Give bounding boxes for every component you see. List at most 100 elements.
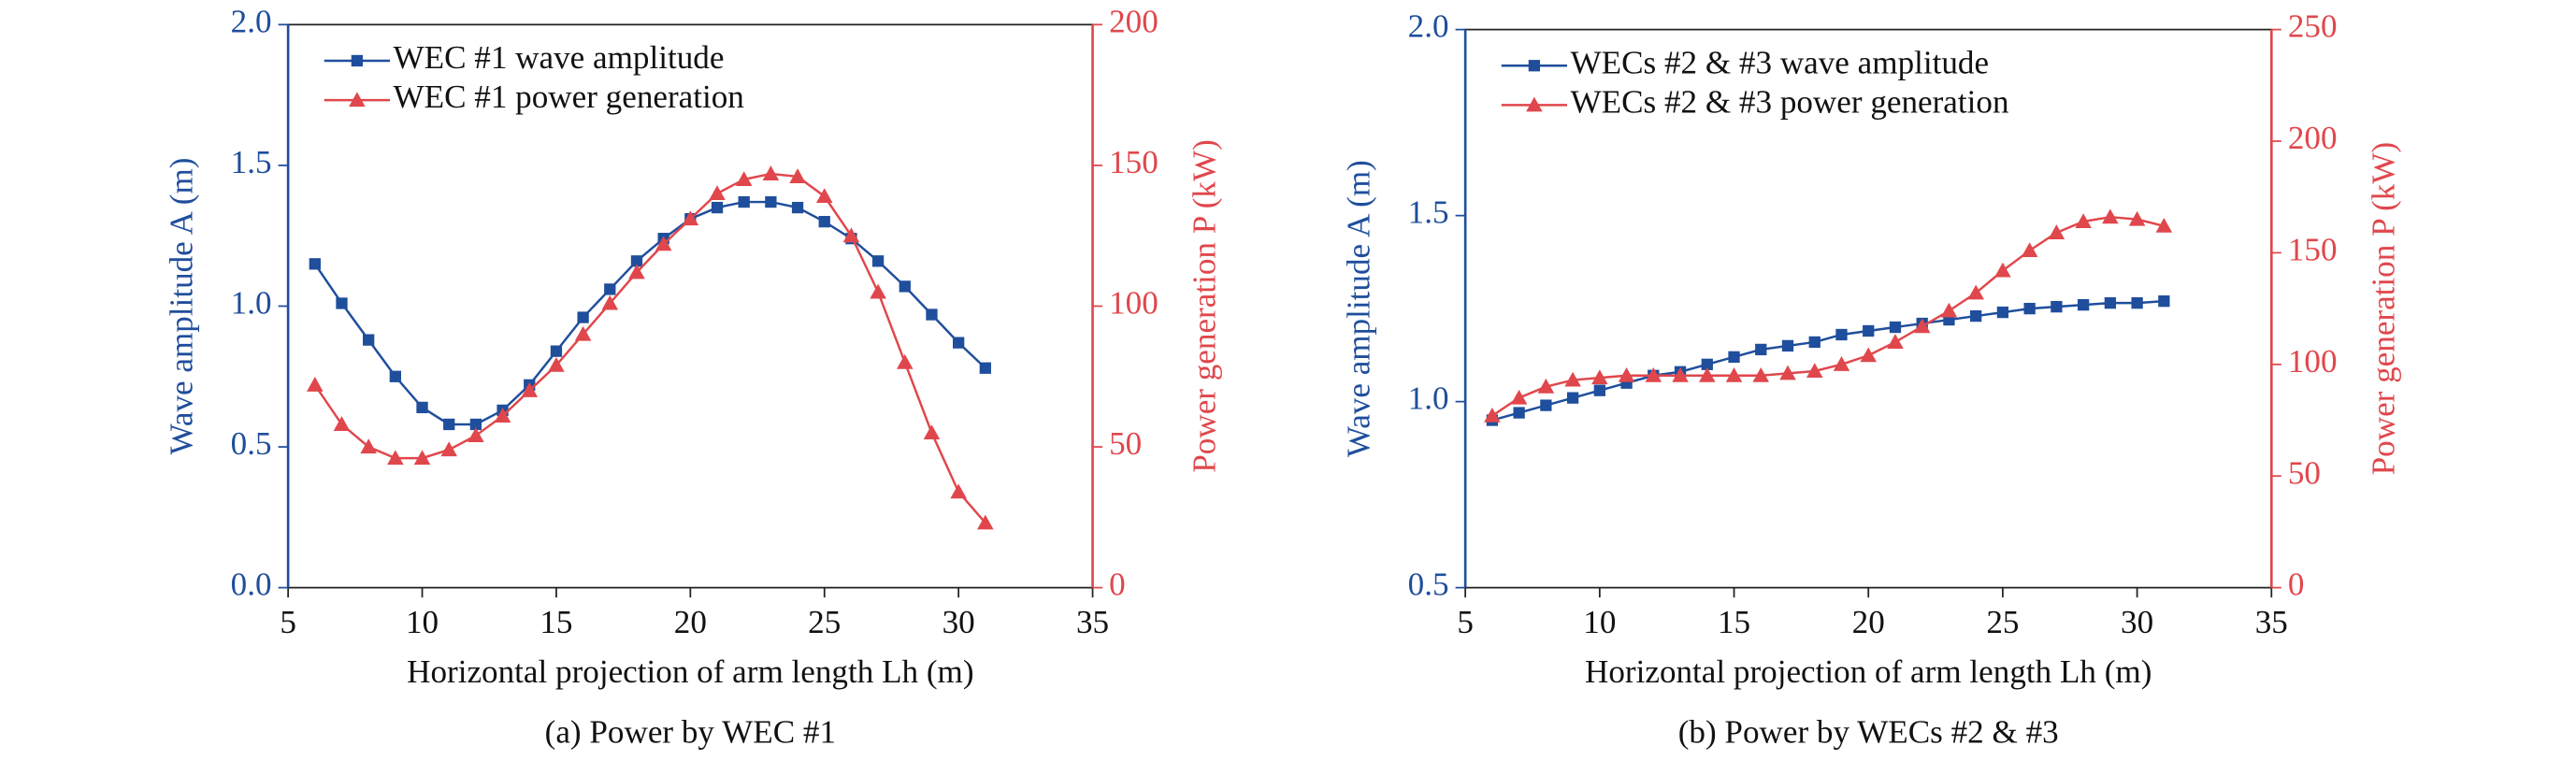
- y2-tick-label: 0: [1109, 566, 1126, 603]
- series-line: [1491, 299, 2165, 422]
- point: [1996, 306, 2009, 319]
- point: [416, 401, 428, 414]
- point: [789, 168, 806, 183]
- point: [1484, 407, 1501, 423]
- point: [1537, 378, 1555, 394]
- point: [630, 255, 643, 267]
- point: [1889, 321, 1902, 334]
- point: [842, 227, 860, 243]
- y2-tick-label: 100: [1109, 285, 1158, 322]
- point: [1564, 371, 1581, 387]
- point: [2051, 300, 2063, 313]
- point: [413, 450, 431, 466]
- point: [1752, 366, 1770, 382]
- point: [711, 201, 724, 214]
- point: [2102, 208, 2119, 224]
- point: [765, 195, 777, 208]
- point: [577, 311, 589, 323]
- point: [521, 382, 539, 397]
- x-tick-label: 35: [2255, 604, 2288, 640]
- point: [1540, 399, 1552, 411]
- point: [815, 188, 833, 204]
- point: [1887, 334, 1904, 349]
- y-tick-label: 1.0: [1408, 380, 1449, 417]
- series-line: [313, 172, 986, 524]
- point: [628, 264, 645, 280]
- point: [494, 408, 511, 423]
- point: [440, 441, 457, 457]
- point: [1781, 339, 1794, 352]
- point: [979, 362, 991, 374]
- x-tick-label: 10: [406, 604, 439, 640]
- point: [443, 418, 455, 431]
- point: [1672, 366, 1689, 382]
- point: [899, 280, 911, 293]
- point: [1728, 351, 1740, 364]
- x-tick-label: 5: [280, 604, 296, 640]
- point: [2155, 217, 2173, 233]
- x-tick-label: 30: [2121, 604, 2153, 640]
- series-line: [313, 200, 986, 426]
- point: [1967, 284, 1984, 300]
- point: [1779, 365, 1796, 380]
- point: [1566, 392, 1579, 404]
- point: [1591, 369, 1608, 385]
- y-tick-label: 1.0: [231, 285, 272, 322]
- point: [468, 427, 484, 443]
- caption: (a) Power by WEC #1: [545, 714, 836, 751]
- point: [2131, 297, 2143, 309]
- point: [926, 308, 938, 321]
- y-axis-label: Wave amplitude A (m): [1341, 160, 1377, 457]
- legend-label: WECs #2 & #3 power generation: [1571, 83, 2009, 120]
- point: [1806, 363, 1823, 379]
- point: [548, 356, 565, 372]
- point: [2104, 297, 2117, 309]
- legend-marker: [351, 54, 364, 67]
- point: [1510, 389, 1528, 405]
- point: [762, 165, 780, 180]
- y2-tick-label: 150: [2288, 231, 2338, 267]
- legend-marker: [1526, 96, 1543, 112]
- legend-marker: [1528, 60, 1541, 72]
- y2-tick-label: 50: [2288, 454, 2321, 491]
- point: [1593, 384, 1605, 396]
- point: [735, 171, 753, 186]
- point: [1725, 366, 1743, 382]
- point: [1701, 358, 1713, 370]
- x-tick-label: 15: [1718, 604, 1750, 640]
- point: [2075, 213, 2092, 229]
- point: [1863, 324, 1875, 337]
- legend-label: WECs #2 & #3 wave amplitude: [1571, 44, 1990, 80]
- point: [574, 325, 592, 341]
- point: [1835, 328, 1848, 341]
- x-tick-label: 25: [1986, 604, 2019, 640]
- point: [738, 195, 750, 208]
- point: [655, 236, 672, 251]
- x-tick-label: 20: [674, 604, 707, 640]
- point: [2128, 210, 2146, 226]
- point: [923, 424, 941, 440]
- point: [1808, 336, 1820, 349]
- y2-tick-label: 100: [2288, 343, 2338, 380]
- y-tick-label: 0.5: [231, 425, 272, 462]
- point: [791, 201, 804, 214]
- y-tick-label: 1.5: [231, 144, 272, 180]
- y2-tick-label: 150: [1109, 144, 1158, 180]
- point: [550, 345, 563, 357]
- point: [1699, 366, 1716, 382]
- point: [333, 416, 351, 431]
- caption: (b) Power by WECs #2 & #3: [1678, 714, 2059, 751]
- y-tick-label: 0.0: [231, 566, 272, 603]
- x-tick-label: 35: [1076, 604, 1109, 640]
- point: [977, 514, 994, 530]
- point: [389, 370, 401, 382]
- point: [1913, 318, 1931, 334]
- y2-axis-label: Power generation P (kW): [2365, 142, 2401, 476]
- point: [709, 185, 726, 201]
- y-axis-label: Wave amplitude A (m): [164, 157, 200, 454]
- point: [1833, 356, 1850, 371]
- point: [2077, 298, 2090, 311]
- point: [336, 297, 348, 309]
- x-tick-label: 30: [943, 604, 975, 640]
